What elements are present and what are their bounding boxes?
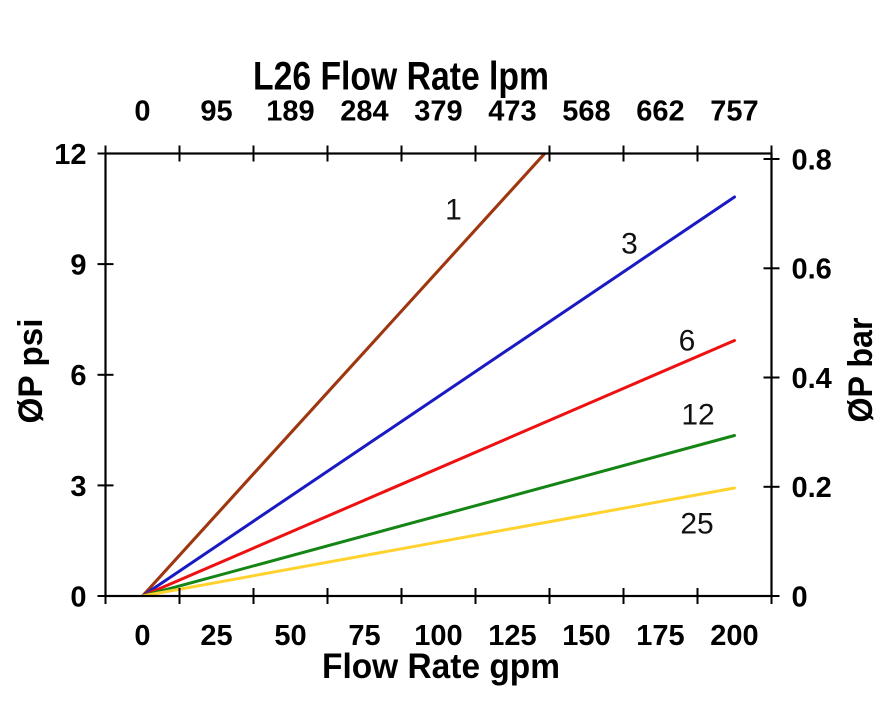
svg-text:189: 189 [266,96,314,128]
svg-text:150: 150 [562,620,610,652]
svg-text:3: 3 [621,227,638,260]
svg-text:0: 0 [70,581,86,613]
svg-text:50: 50 [274,620,306,652]
svg-text:6: 6 [679,324,696,357]
svg-text:25: 25 [680,507,713,540]
svg-text:Flow Rate gpm: Flow Rate gpm [322,647,560,686]
svg-text:0.6: 0.6 [792,254,832,286]
svg-text:200: 200 [710,620,758,652]
svg-text:175: 175 [636,620,684,652]
svg-text:ØP psi: ØP psi [12,319,50,424]
svg-text:9: 9 [70,250,86,282]
svg-text:0: 0 [134,620,150,652]
svg-text:0: 0 [792,581,808,613]
svg-text:0: 0 [134,96,150,128]
svg-text:ØP bar: ØP bar [842,318,880,423]
svg-text:L26 Flow Rate lpm: L26 Flow Rate lpm [253,55,549,99]
svg-text:568: 568 [562,96,610,128]
svg-text:757: 757 [710,96,758,128]
svg-text:0.2: 0.2 [792,472,832,504]
svg-text:1: 1 [445,193,462,226]
svg-text:284: 284 [340,96,388,128]
svg-text:0.4: 0.4 [792,363,832,395]
svg-text:473: 473 [488,96,536,128]
svg-text:75: 75 [348,620,380,652]
svg-text:379: 379 [414,96,462,128]
svg-text:3: 3 [70,471,86,503]
svg-text:662: 662 [636,96,684,128]
svg-text:12: 12 [54,139,86,171]
svg-text:125: 125 [488,620,536,652]
svg-text:95: 95 [200,96,232,128]
svg-text:0.8: 0.8 [792,144,832,176]
svg-text:12: 12 [681,398,714,431]
svg-text:25: 25 [200,620,232,652]
svg-text:100: 100 [414,620,462,652]
svg-text:6: 6 [70,360,86,392]
